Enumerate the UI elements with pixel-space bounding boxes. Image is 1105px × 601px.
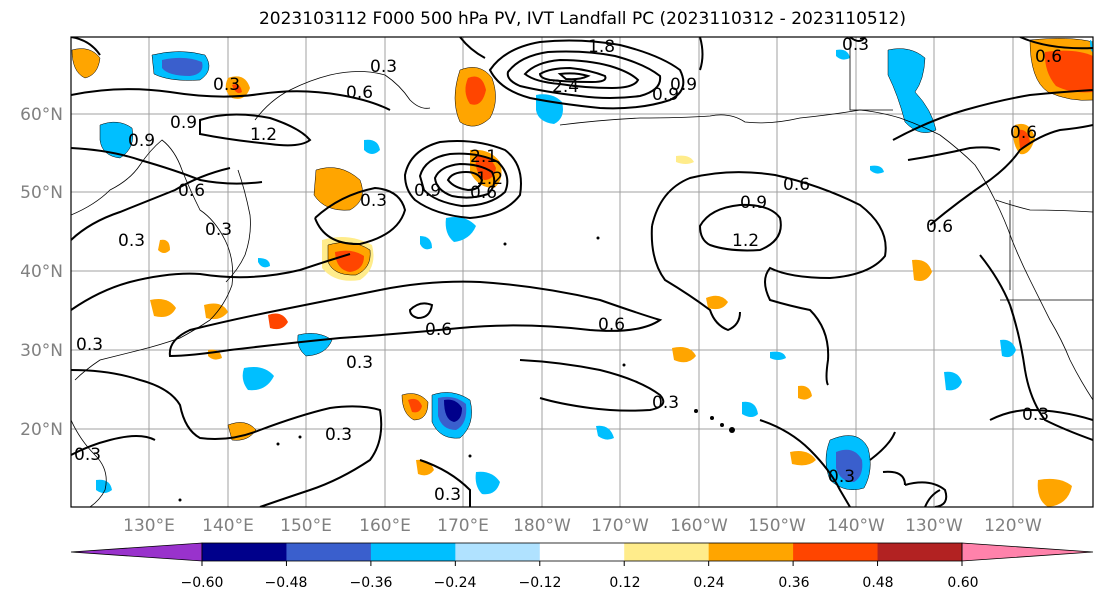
- colorbar-label: 0.60: [947, 575, 978, 591]
- colorbar-labels: −0.60 −0.48 −0.36 −0.24 −0.12 0.12 0.24 …: [181, 575, 979, 591]
- colorbar-cells: [70, 542, 1094, 562]
- contour-label: 2.4: [552, 77, 579, 97]
- lon-tick-label: 150°W: [748, 516, 806, 536]
- contour-label: 0.3: [1022, 405, 1049, 425]
- contour-label: 0.9: [414, 181, 441, 201]
- lon-tick-label: 120°W: [984, 516, 1042, 536]
- lat-tick-label: 60°N: [20, 105, 63, 125]
- contour-label: 0.3: [828, 467, 855, 487]
- colorbar-cell: [370, 543, 456, 561]
- contour-lines: [71, 37, 1093, 507]
- colorbar-extension-high: [961, 542, 1094, 562]
- contour-label: 0.6: [470, 183, 497, 203]
- contour-label: 0.9: [740, 193, 767, 213]
- contour-label: 0.3: [842, 35, 869, 55]
- colorbar-label: −0.48: [265, 575, 308, 591]
- colorbar-label: −0.12: [519, 575, 562, 591]
- contour-label: 0.9: [170, 113, 197, 133]
- contour-label: 0.6: [598, 315, 625, 335]
- contour-label: 0.6: [926, 217, 953, 237]
- colorbar-label: −0.24: [434, 575, 477, 591]
- lat-tick-labels: 60°N 50°N 40°N 30°N 20°N: [20, 105, 63, 440]
- contour-label: 0.3: [74, 445, 101, 465]
- contour-label: 0.9: [652, 85, 679, 105]
- contour-label: 0.3: [434, 485, 461, 505]
- contour-label: 0.3: [76, 335, 103, 355]
- lon-tick-labels: 130°E 140°E 150°E 160°E 170°E 180°W 170°…: [123, 516, 1042, 536]
- lon-tick-label: 170°W: [591, 516, 649, 536]
- map-background: [71, 37, 1093, 507]
- lon-tick-label: 160°W: [670, 516, 728, 536]
- lat-tick-label: 20°N: [20, 420, 63, 440]
- colorbar-label: 0.24: [693, 575, 724, 591]
- colorbar-label: 0.48: [862, 575, 893, 591]
- colorbar-cell: [624, 543, 710, 561]
- colorbar-label: −0.60: [181, 575, 224, 591]
- lon-tick-label: 170°E: [437, 516, 489, 536]
- lat-tick-label: 50°N: [20, 183, 63, 203]
- colorbar: −0.60 −0.48 −0.36 −0.24 −0.12 0.12 0.24 …: [70, 542, 1094, 591]
- contour-label: 0.6: [346, 83, 373, 103]
- contour-label: 0.3: [205, 220, 232, 240]
- contour-label: 0.6: [425, 320, 452, 340]
- contour-label: 2.1: [470, 147, 497, 167]
- colorbar-cell: [202, 543, 287, 561]
- colorbar-cell: [708, 543, 794, 561]
- contour-label: 0.9: [128, 131, 155, 151]
- lat-tick-label: 40°N: [20, 262, 63, 282]
- lat-tick-label: 30°N: [20, 341, 63, 361]
- contour-label: 1.2: [476, 169, 503, 189]
- colorbar-cell: [286, 543, 372, 561]
- map-frame: [70, 36, 1094, 508]
- map-title: 2023103112 F000 500 hPa PV, IVT Landfall…: [258, 9, 906, 29]
- contour-label: 1.8: [588, 37, 615, 57]
- contour-label: 0.6: [1035, 47, 1062, 67]
- contour-label: 0.6: [1010, 123, 1037, 143]
- contour-label: 1.2: [732, 231, 759, 251]
- contour-label: 0.3: [325, 425, 352, 445]
- lon-tick-label: 140°W: [827, 516, 885, 536]
- colorbar-outline: [201, 542, 963, 562]
- coastlines: [71, 37, 1093, 507]
- contour-label: 1.2: [250, 125, 277, 145]
- colorbar-cell: [455, 543, 541, 561]
- contour-label: 0.3: [346, 353, 373, 373]
- negative-anomaly-shading: [96, 40, 1093, 495]
- contour-label: 0.3: [360, 191, 387, 211]
- colorbar-cell: [539, 543, 625, 561]
- colorbar-cell: [793, 543, 879, 561]
- islands: [178, 236, 735, 502]
- contour-label-group: 0.3 0.6 0.9 1.2 0.6 0.9 0.3 0.3 0.6 0.3 …: [74, 35, 1062, 505]
- contour-label: 0.3: [213, 75, 240, 95]
- colorbar-extension-low: [70, 542, 203, 562]
- lon-tick-label: 130°W: [905, 516, 963, 536]
- colorbar-cell: [877, 543, 963, 561]
- colorbar-label: 0.12: [609, 575, 640, 591]
- colorbar-ticks: [201, 561, 963, 566]
- colorbar-label: −0.36: [350, 575, 393, 591]
- colorbar-label: 0.36: [778, 575, 809, 591]
- contour-label: 0.9: [670, 75, 697, 95]
- lon-tick-label: 160°E: [359, 516, 411, 536]
- contour-label: 0.3: [370, 57, 397, 77]
- lon-tick-label: 130°E: [123, 516, 175, 536]
- contour-label: 0.6: [178, 181, 205, 201]
- lon-tick-label: 180°W: [513, 516, 571, 536]
- lon-tick-label: 140°E: [202, 516, 254, 536]
- contour-label: 0.3: [118, 231, 145, 251]
- lon-tick-label: 150°E: [280, 516, 332, 536]
- contour-label: 0.3: [652, 393, 679, 413]
- contour-label: 0.6: [783, 175, 810, 195]
